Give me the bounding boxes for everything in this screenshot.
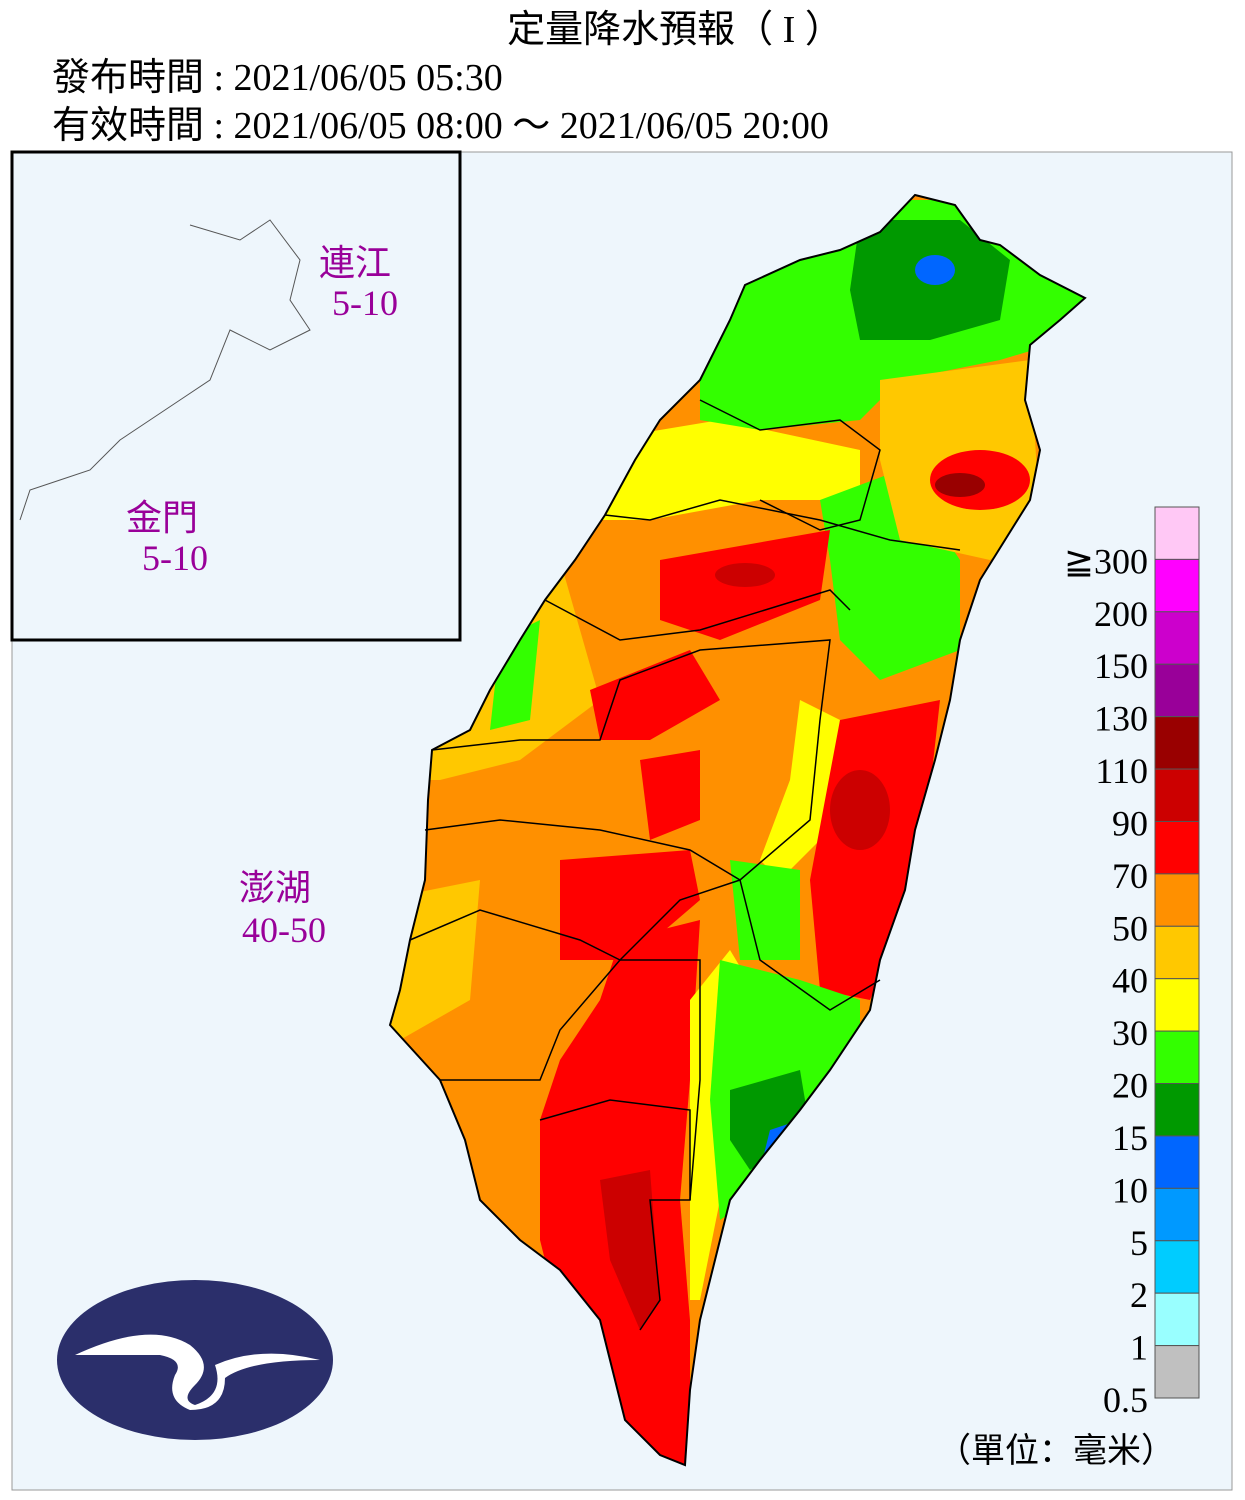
legend-label: 5 bbox=[1130, 1223, 1148, 1263]
region-range: 40-50 bbox=[242, 910, 326, 950]
legend-swatch bbox=[1154, 716, 1200, 770]
legend-swatch bbox=[1154, 1030, 1200, 1085]
legend-label: 90 bbox=[1112, 803, 1148, 843]
legend-label: 10 bbox=[1112, 1170, 1148, 1210]
legend-swatch bbox=[1154, 1345, 1200, 1399]
legend-swatch bbox=[1154, 978, 1200, 1032]
legend-swatch bbox=[1154, 1187, 1200, 1242]
legend-label: 150 bbox=[1094, 646, 1148, 686]
region-range: 5-10 bbox=[142, 538, 208, 578]
legend-swatch bbox=[1154, 611, 1200, 665]
legend-label: ≧300 bbox=[1064, 541, 1148, 581]
region-name: 金門 bbox=[126, 498, 198, 538]
legend-label: 40 bbox=[1112, 961, 1148, 1001]
issued-time: 發布時間 : 2021/06/05 05:30 bbox=[52, 57, 503, 99]
legend-label: 20 bbox=[1112, 1066, 1148, 1106]
legend-label: 200 bbox=[1094, 594, 1148, 634]
legend-unit: （單位：毫米） bbox=[937, 1432, 1175, 1470]
legend-label: 2 bbox=[1130, 1275, 1148, 1315]
legend-swatch bbox=[1154, 663, 1200, 718]
legend-swatch bbox=[1154, 1135, 1200, 1189]
region-range: 5-10 bbox=[332, 283, 398, 323]
legend-swatch bbox=[1154, 1083, 1200, 1137]
legend: ≧300 200 150 130 110 90 70 50 40 30 20 15 10 5 2 1 0.5 bbox=[1064, 506, 1200, 1420]
legend-swatch bbox=[1154, 1292, 1200, 1347]
legend-swatch bbox=[1154, 558, 1200, 613]
region-name: 澎湖 bbox=[239, 868, 311, 908]
legend-swatch bbox=[1154, 1240, 1200, 1294]
legend-swatch bbox=[1154, 820, 1200, 875]
legend-label: 0.5 bbox=[1103, 1380, 1148, 1420]
logo-mark bbox=[75, 1334, 320, 1410]
legend-label: 30 bbox=[1112, 1013, 1148, 1053]
county-borders bbox=[409, 399, 961, 1331]
legend-label: 50 bbox=[1112, 908, 1148, 948]
legend-label: 15 bbox=[1112, 1118, 1148, 1158]
legend-label: 110 bbox=[1095, 751, 1148, 791]
legend-swatch bbox=[1154, 768, 1200, 822]
mainland-coast bbox=[19, 219, 311, 521]
legend-label: 1 bbox=[1130, 1328, 1148, 1368]
title: 定量降水預報（ I ） bbox=[507, 9, 843, 51]
legend-swatch bbox=[1154, 925, 1200, 980]
legend-label: 70 bbox=[1112, 856, 1148, 896]
valid-time: 有效時間 : 2021/06/05 08:00 ～ 2021/06/05 20:… bbox=[52, 105, 829, 147]
legend-label: 130 bbox=[1094, 699, 1148, 739]
region-name: 連江 bbox=[319, 243, 391, 283]
legend-swatch bbox=[1154, 506, 1200, 560]
legend-swatch bbox=[1154, 873, 1200, 927]
inset-box bbox=[10, 150, 462, 642]
